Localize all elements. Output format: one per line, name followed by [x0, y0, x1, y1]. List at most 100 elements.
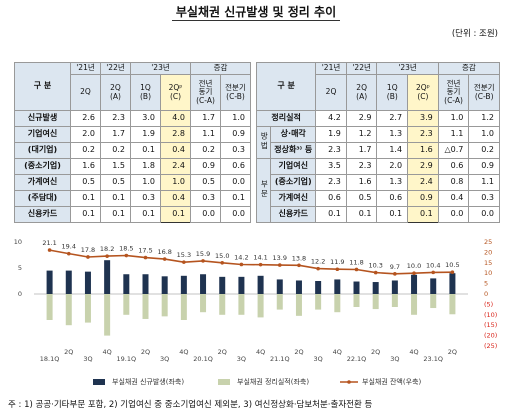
cell: 2.0	[70, 126, 101, 143]
cell: 0.1	[70, 206, 101, 223]
line-marker	[450, 270, 455, 274]
group-text: 부문	[259, 179, 269, 199]
y-tick-label: 5	[18, 264, 22, 272]
bar	[161, 294, 168, 317]
row: 부문 기업여신 3.5 2.3 2.0 2.9 0.6 0.9	[255, 158, 500, 223]
header-cell: 증감	[437, 62, 501, 75]
y2-tick-label: 5	[484, 280, 488, 288]
header-line: 2Q	[110, 83, 121, 93]
x-tick-label: 20.1Q	[193, 355, 213, 363]
header-cell: 전분기 (C-B)	[468, 74, 500, 111]
footnote: 주 : 1) 공공·기타부문 포함, 2) 기업여신 중 중소기업여신 제외분,…	[8, 400, 373, 410]
cell: 1.3	[376, 174, 409, 191]
bar	[65, 294, 72, 326]
data-label: 18.2	[100, 245, 114, 253]
x-tick-label: 2Q	[448, 348, 457, 356]
bar	[161, 276, 168, 294]
cell: 2.8	[159, 126, 192, 143]
cell: 2.3	[100, 110, 131, 127]
line-marker	[258, 262, 263, 267]
cell: 0.5	[100, 174, 131, 191]
row: 신용카드 0.1 0.1 0.1 0.1 0.0 0.0	[14, 206, 252, 223]
cell: 2.9	[345, 110, 378, 127]
cell: 1.0	[220, 110, 252, 127]
legend-label: 부실채권 신규발생(좌축)	[112, 377, 184, 386]
y2-tick-label: (25)	[484, 342, 497, 350]
header-cell: 증감	[190, 62, 252, 75]
cell: 0.1	[220, 190, 252, 207]
cell: 1.4	[376, 142, 409, 159]
header-line: 동기	[446, 87, 461, 97]
line-marker	[239, 262, 244, 267]
x-tick-label: 4Q	[409, 348, 418, 356]
cell: 1.2	[345, 126, 378, 143]
data-label: 17.8	[81, 246, 95, 254]
bar	[219, 294, 226, 315]
row: (대기업) 0.2 0.2 0.1 0.4 0.2 0.3	[14, 142, 252, 159]
cell: 1.6	[345, 174, 378, 191]
line-marker	[393, 272, 397, 276]
cell: 0.1	[315, 206, 347, 223]
x-tick-label: 3Q	[83, 355, 92, 363]
cell: 0.2	[100, 142, 131, 159]
cell: 0.3	[220, 142, 252, 159]
header-cell: 2Q	[315, 74, 347, 111]
cell: △0.7	[437, 142, 470, 159]
data-label: 13.8	[292, 254, 306, 262]
cell: 0.1	[130, 142, 161, 159]
cell: 2.4	[159, 158, 192, 175]
cell: 2.6	[70, 110, 101, 127]
line-marker	[182, 260, 186, 264]
header-cell: 전분기 (C-B)	[220, 74, 252, 111]
header-cell: '22년	[345, 62, 378, 75]
line-marker	[86, 255, 90, 259]
header-line: (C-B)	[226, 91, 245, 101]
line-marker	[124, 253, 129, 258]
cell: 0.2	[190, 142, 222, 159]
line-marker	[277, 263, 282, 267]
group-label: 방법	[255, 126, 272, 159]
y2-tick-label: 20	[484, 248, 492, 256]
cell: 1.0	[437, 110, 470, 127]
legend-swatch	[93, 379, 105, 385]
legend-label: 부실채권 잔액(우축)	[362, 377, 421, 386]
row-label: (주담대)	[14, 190, 71, 207]
row: 가계여신 0.6 0.5 0.6 0.9 0.4 0.3	[257, 190, 500, 207]
header-row: 구 분 '21년 '22년 '23년 증감	[255, 62, 501, 111]
cell: 2.3	[315, 174, 347, 191]
row: 방법 상·매각 1.9 1.2 1.3 2.3 1.1 1.0	[255, 126, 500, 159]
cell: 2.7	[376, 110, 409, 127]
header-line: (B)	[386, 91, 398, 101]
cell: 2.4	[407, 174, 439, 191]
title-text: 부실채권 신규발생 및 정리 추이	[171, 5, 341, 21]
header-cell: 1Q (B)	[376, 74, 409, 111]
cell: 0.2	[468, 142, 500, 159]
bar	[315, 294, 322, 310]
cell: 0.4	[437, 190, 470, 207]
data-label: 12.2	[311, 258, 325, 266]
header-line: (C-A)	[196, 95, 215, 105]
cell: 1.6	[407, 142, 439, 159]
row-label: 가계여신	[270, 190, 317, 207]
cell: 3.9	[407, 110, 439, 127]
cell: 0.4	[159, 190, 192, 207]
line	[49, 249, 453, 275]
header-cell: 1Q (B)	[130, 74, 161, 111]
cell: 0.4	[159, 142, 192, 159]
x-tick-label: 4Q	[333, 348, 342, 356]
header-line: 2Q	[80, 87, 91, 97]
chart: 10 5 0 25 20 15 10 5 0 (5) (10) (15) (20) (25) 21.1 19.…	[14, 238, 498, 386]
cell: 0.0	[220, 174, 252, 191]
cell: 1.2	[468, 110, 500, 127]
bar	[449, 294, 456, 315]
line-marker	[335, 267, 340, 272]
y2-tick-label: 0	[484, 290, 488, 298]
bar	[84, 271, 91, 294]
bar	[46, 270, 53, 294]
line-marker	[431, 270, 436, 275]
data-label: 9.7	[390, 263, 400, 271]
bar	[334, 294, 341, 313]
data-label: 15.0	[215, 252, 229, 260]
bar	[449, 273, 456, 294]
line-marker	[66, 251, 71, 256]
